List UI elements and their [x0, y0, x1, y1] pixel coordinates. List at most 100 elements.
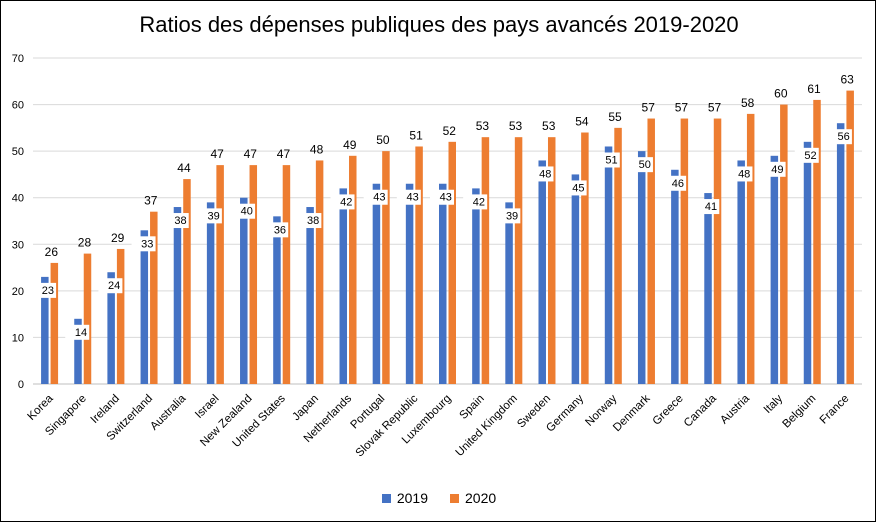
data-label-2019: 56 — [838, 131, 850, 143]
data-label-2020: 60 — [774, 87, 788, 101]
y-tick-label: 40 — [12, 193, 24, 205]
data-label-2020: 29 — [111, 231, 125, 245]
bar-2019 — [803, 141, 812, 384]
bar-2020 — [50, 262, 59, 384]
bar-2019 — [273, 216, 281, 384]
data-label-box-2019 — [164, 213, 189, 229]
data-label-2020: 61 — [807, 82, 821, 96]
bar-2020 — [315, 160, 324, 384]
data-label-box-2019 — [662, 175, 687, 191]
x-tick-label: Greece — [651, 393, 686, 428]
data-label-2019: 43 — [406, 192, 418, 204]
data-label-2020: 53 — [542, 119, 556, 133]
data-label-box-2019 — [595, 152, 620, 168]
data-label-2020: 54 — [575, 115, 589, 129]
data-label-2019: 24 — [108, 280, 120, 292]
legend-swatch-2019 — [381, 493, 391, 503]
data-label-2019: 14 — [75, 327, 87, 339]
data-label-box-2019 — [430, 189, 454, 205]
legend-item-2019: 2019 — [381, 490, 428, 506]
bar-2020 — [249, 165, 258, 384]
legend-label-2020: 2020 — [465, 490, 497, 506]
data-label-box-2019 — [728, 166, 753, 182]
bar-2019 — [240, 197, 248, 384]
x-tick-label: Japan — [290, 393, 321, 424]
data-label-box-2019 — [231, 203, 256, 219]
data-label-box-2019 — [363, 189, 388, 205]
bar-2019 — [836, 123, 845, 384]
x-tick-label: Belgium — [781, 393, 819, 431]
bar-2020 — [547, 137, 556, 384]
y-tick-label: 70 — [12, 53, 24, 65]
bar-2019 — [439, 183, 447, 384]
data-label-2019: 40 — [241, 206, 253, 218]
data-label-2019: 46 — [672, 178, 684, 190]
bar-2020 — [647, 118, 655, 385]
bar-2020 — [813, 99, 821, 385]
data-label-2019: 45 — [572, 182, 584, 194]
data-label-box-2019 — [396, 189, 421, 205]
bar-2019 — [372, 183, 381, 384]
data-label-2019: 43 — [373, 192, 385, 204]
data-label-2019: 52 — [804, 150, 816, 162]
data-label-box-2019 — [827, 129, 852, 145]
bar-2020 — [481, 137, 490, 384]
bar-2019 — [571, 174, 580, 384]
bar-2020 — [846, 90, 854, 384]
data-label-2020: 51 — [409, 128, 423, 142]
data-label-box-2019 — [628, 157, 653, 173]
data-label-box-2019 — [330, 194, 355, 210]
y-tick-label: 10 — [12, 332, 24, 344]
bar-2019 — [604, 146, 613, 384]
bar-2020 — [713, 118, 722, 385]
data-label-2020: 55 — [608, 110, 622, 124]
x-tick-label: France — [818, 393, 852, 427]
data-label-2020: 48 — [310, 142, 324, 156]
data-label-2020: 52 — [443, 124, 457, 138]
bar-2019 — [107, 272, 115, 384]
data-label-2020: 63 — [840, 73, 854, 87]
data-label-2020: 44 — [177, 161, 191, 175]
legend: 2019 2020 — [0, 490, 878, 506]
data-label-box-2019 — [794, 147, 819, 163]
data-label-2020: 58 — [741, 96, 755, 110]
bar-2019 — [74, 318, 82, 384]
data-label-2019: 23 — [42, 285, 54, 297]
data-label-2020: 57 — [642, 101, 656, 115]
y-tick-label: 60 — [12, 100, 24, 112]
data-label-box-2019 — [761, 161, 786, 177]
data-label-2019: 38 — [174, 215, 186, 227]
data-label-box-2019 — [131, 236, 156, 252]
y-tick-label: 30 — [12, 239, 24, 251]
data-label-box-2019 — [65, 324, 90, 340]
bar-2020 — [216, 165, 224, 384]
data-label-box-2019 — [32, 282, 57, 298]
data-label-box-2019 — [197, 208, 222, 224]
y-tick-label: 20 — [12, 286, 24, 298]
bar-2019 — [339, 188, 348, 384]
data-label-2020: 47 — [244, 147, 258, 161]
bar-2020 — [183, 179, 191, 384]
bar-2019 — [41, 276, 49, 384]
x-tick-label: Austria — [718, 392, 752, 426]
x-tick-label: Israel — [193, 393, 221, 421]
data-label-box-2019 — [264, 222, 289, 238]
data-label-2020: 57 — [708, 101, 722, 115]
bar-2020 — [116, 248, 125, 384]
data-label-2020: 50 — [376, 133, 390, 147]
data-label-2019: 48 — [539, 168, 551, 180]
bar-2020 — [746, 113, 755, 384]
data-label-2019: 33 — [141, 238, 153, 250]
bar-2020 — [514, 137, 523, 384]
legend-swatch-2020 — [450, 493, 459, 503]
chart-title: Ratios des dépenses publiques des pays a… — [139, 12, 739, 37]
data-label-2019: 43 — [440, 192, 452, 204]
data-label-2020: 49 — [343, 138, 357, 152]
bar-2019 — [637, 151, 646, 384]
bar-2019 — [505, 202, 513, 384]
data-label-2020: 47 — [210, 147, 224, 161]
data-label-2019: 49 — [771, 164, 783, 176]
bar-2019 — [538, 160, 546, 384]
bar-2019 — [140, 230, 149, 384]
